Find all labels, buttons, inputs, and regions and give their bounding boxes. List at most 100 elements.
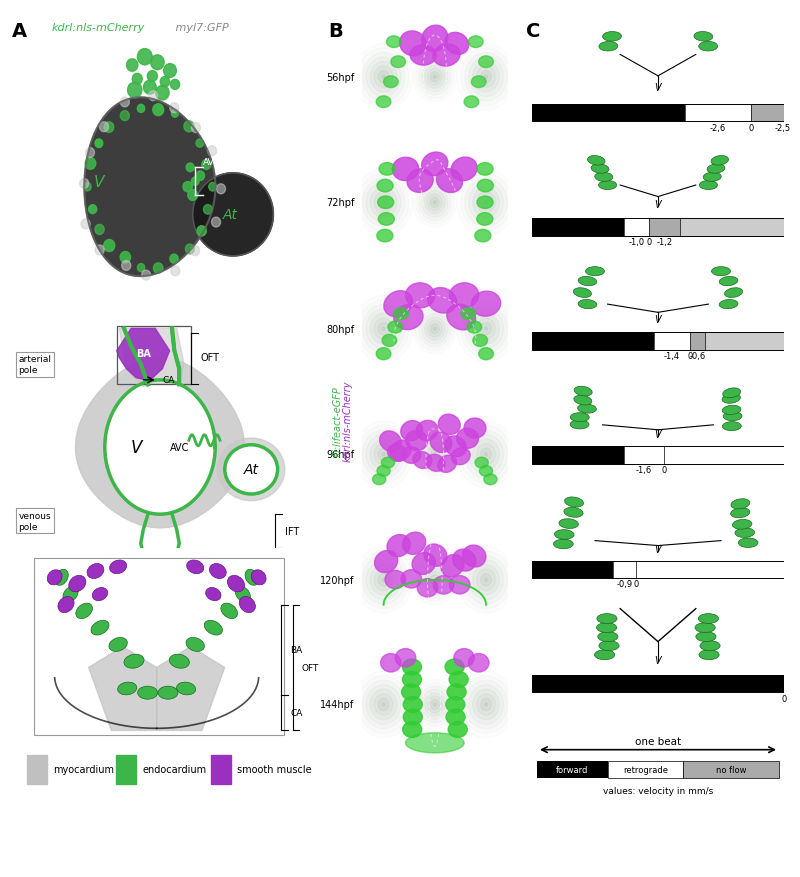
Text: 96 hpf: 96 hpf [54, 71, 91, 82]
Circle shape [183, 182, 192, 193]
Ellipse shape [591, 165, 609, 174]
Bar [532, 219, 784, 236]
Ellipse shape [478, 57, 494, 68]
Ellipse shape [578, 404, 596, 414]
Bar [624, 219, 649, 236]
Text: BA: BA [290, 645, 302, 654]
Ellipse shape [403, 709, 422, 725]
Text: 80hpf: 80hpf [326, 324, 354, 334]
Ellipse shape [91, 621, 109, 635]
Ellipse shape [380, 431, 401, 452]
Circle shape [153, 104, 164, 117]
Text: fli:lifeact-eGFP: fli:lifeact-eGFP [333, 386, 342, 456]
Ellipse shape [124, 654, 144, 668]
Circle shape [83, 183, 91, 192]
Ellipse shape [394, 309, 409, 320]
Ellipse shape [484, 474, 497, 485]
Ellipse shape [386, 37, 401, 48]
Ellipse shape [450, 576, 470, 595]
Circle shape [81, 219, 90, 230]
Circle shape [196, 172, 205, 182]
Ellipse shape [446, 696, 465, 713]
Bar [705, 333, 784, 350]
Ellipse shape [449, 672, 468, 688]
Circle shape [196, 139, 204, 148]
Ellipse shape [401, 421, 422, 441]
Ellipse shape [731, 499, 750, 510]
Ellipse shape [395, 649, 416, 667]
Text: -1,6: -1,6 [636, 466, 652, 474]
Ellipse shape [453, 550, 476, 572]
Polygon shape [84, 98, 215, 277]
Ellipse shape [377, 180, 393, 193]
Ellipse shape [403, 696, 422, 713]
Text: +3,6: +3,6 [568, 238, 588, 246]
Circle shape [104, 240, 114, 253]
Ellipse shape [402, 660, 422, 675]
Ellipse shape [445, 660, 464, 675]
Circle shape [164, 65, 176, 78]
Bar [116, 755, 136, 784]
Ellipse shape [574, 387, 592, 396]
Bar [690, 333, 705, 350]
Ellipse shape [434, 576, 454, 595]
Text: V: V [654, 83, 662, 93]
Circle shape [120, 253, 130, 264]
Ellipse shape [138, 687, 158, 699]
Circle shape [85, 159, 96, 170]
Circle shape [207, 146, 217, 156]
Bar [211, 755, 231, 784]
Text: forward: forward [556, 765, 589, 774]
Circle shape [156, 86, 169, 101]
Ellipse shape [251, 570, 266, 585]
Text: OFT: OFT [201, 353, 220, 363]
Text: At: At [223, 208, 238, 222]
Ellipse shape [578, 300, 597, 310]
Polygon shape [117, 329, 170, 381]
Text: V: V [654, 430, 662, 439]
Bar [608, 761, 683, 778]
Circle shape [79, 179, 89, 189]
Bar [532, 675, 784, 692]
Bar [27, 755, 47, 784]
Circle shape [138, 264, 145, 273]
Text: +6,0: +6,0 [598, 124, 618, 132]
Text: 72hpf: 72hpf [326, 198, 354, 208]
Circle shape [170, 255, 178, 264]
Ellipse shape [378, 213, 394, 226]
Ellipse shape [186, 638, 205, 652]
Ellipse shape [416, 421, 438, 441]
Ellipse shape [554, 530, 574, 539]
Circle shape [186, 164, 194, 173]
Ellipse shape [382, 458, 394, 468]
Ellipse shape [698, 614, 718, 624]
Text: 120hpf: 120hpf [320, 575, 354, 585]
Ellipse shape [599, 42, 618, 52]
Ellipse shape [461, 309, 476, 320]
Ellipse shape [384, 291, 413, 317]
Ellipse shape [387, 535, 410, 557]
Bar [680, 219, 784, 236]
Text: V: V [654, 315, 662, 324]
Text: endocardium: endocardium [142, 765, 206, 774]
Circle shape [127, 83, 142, 98]
Ellipse shape [433, 45, 460, 67]
Circle shape [143, 81, 156, 95]
Ellipse shape [574, 396, 592, 405]
Ellipse shape [377, 466, 390, 477]
Text: +3,6: +3,6 [568, 466, 588, 474]
Ellipse shape [387, 445, 406, 461]
Ellipse shape [722, 389, 741, 398]
Text: kdrl:nls-mCherry: kdrl:nls-mCherry [342, 381, 352, 461]
Circle shape [138, 105, 145, 113]
Text: -0,6: -0,6 [690, 352, 706, 360]
Text: -2,5: -2,5 [774, 124, 790, 132]
Circle shape [104, 123, 114, 133]
Ellipse shape [54, 570, 68, 586]
Ellipse shape [475, 458, 488, 468]
Ellipse shape [406, 431, 428, 451]
Ellipse shape [699, 182, 718, 190]
Polygon shape [105, 381, 215, 515]
Ellipse shape [723, 412, 742, 421]
Ellipse shape [158, 687, 178, 699]
